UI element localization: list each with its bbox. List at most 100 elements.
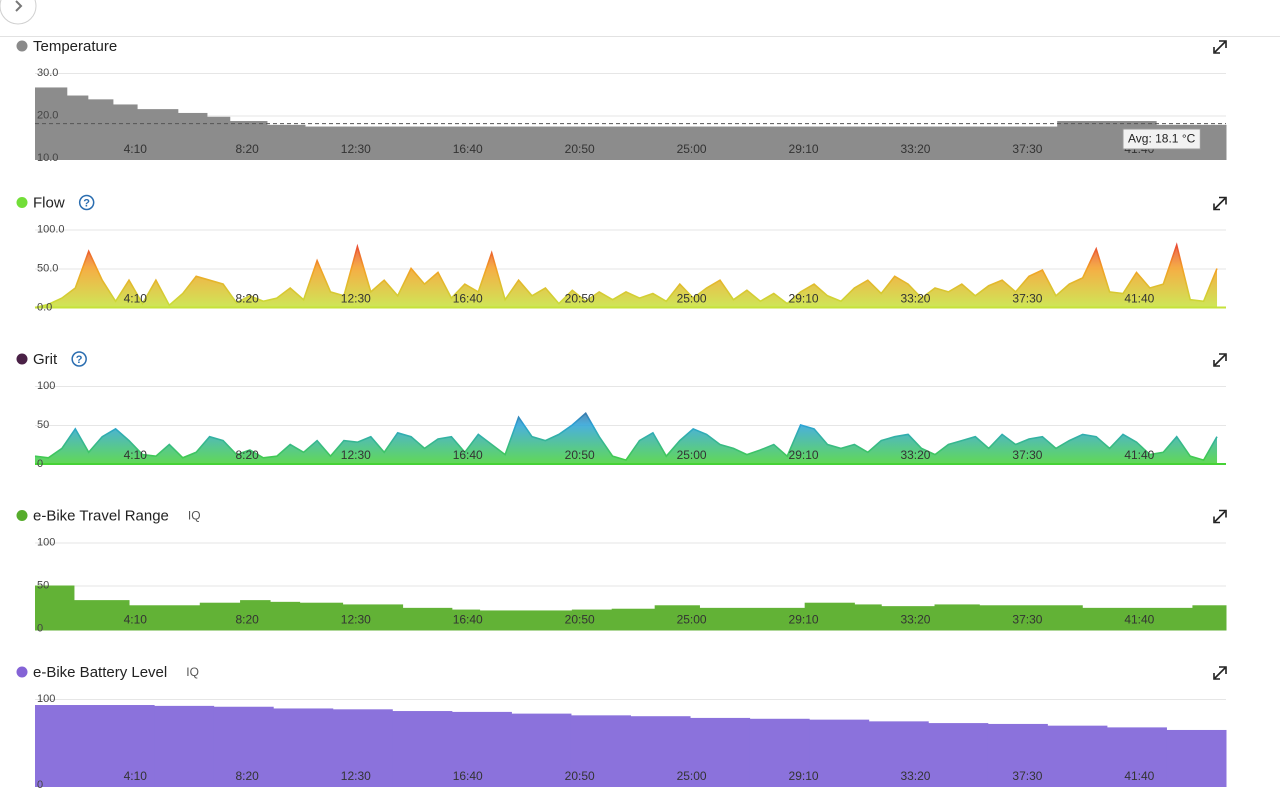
- step-bar: [479, 610, 573, 631]
- chart-title: e-Bike Travel Range: [33, 507, 169, 524]
- x-tick-label: 20:50: [565, 448, 595, 462]
- chart-title: e-Bike Battery Level: [33, 664, 167, 681]
- chart-title: Grit: [33, 351, 58, 368]
- step-bar: [451, 711, 512, 787]
- step-bar: [881, 606, 936, 631]
- step-bar: [809, 719, 870, 787]
- y-tick-label: 100.0: [37, 223, 65, 235]
- x-tick-label: 29:10: [789, 448, 819, 462]
- x-tick-label: 8:20: [236, 142, 260, 156]
- x-tick-label: 41:40: [1124, 448, 1154, 462]
- step-bar: [699, 607, 806, 631]
- expand-icon: [1213, 509, 1227, 524]
- expand-button[interactable]: [1213, 196, 1227, 211]
- y-tick-label: 20.0: [37, 109, 58, 121]
- step-bar: [177, 112, 208, 160]
- button-circle: [0, 0, 37, 25]
- x-tick-label: 20:50: [565, 769, 595, 783]
- area-fill: [35, 413, 1218, 464]
- step-bar: [1166, 729, 1227, 787]
- x-tick-label: 41:40: [1124, 769, 1154, 783]
- expand-icon: [1213, 666, 1227, 680]
- expand-button[interactable]: [1213, 40, 1227, 54]
- chart-title: Flow: [33, 194, 65, 211]
- step-bar: [854, 604, 882, 631]
- x-tick-label: 37:30: [1012, 448, 1042, 462]
- step-bar: [270, 601, 301, 631]
- expand-icon: [1213, 40, 1227, 54]
- step-bar: [35, 585, 75, 631]
- step-bar: [630, 716, 691, 787]
- iq-badge: IQ: [186, 665, 199, 679]
- help-icon: ?: [76, 354, 83, 366]
- step-bar: [570, 715, 631, 787]
- step-bar: [73, 600, 130, 631]
- x-tick-label: 29:10: [789, 769, 819, 783]
- y-tick-label: 0: [37, 779, 43, 791]
- x-tick-label: 29:10: [789, 613, 819, 627]
- step-bar: [206, 116, 231, 160]
- chart-panel: e-Bike Travel Range IQ 0 50 100 4:10 8:20 12:30…: [16, 507, 1227, 634]
- expand-button[interactable]: [1213, 666, 1227, 680]
- chart-panel: e-Bike Battery Level IQ 0 100 4:10 8:20 12:30 1…: [16, 664, 1227, 791]
- expand-button[interactable]: [1213, 353, 1227, 367]
- x-tick-label: 16:40: [453, 142, 483, 156]
- step-bar: [451, 609, 481, 631]
- help-button[interactable]: ?: [78, 194, 95, 211]
- step-bar: [1082, 607, 1193, 631]
- step-bar: [266, 124, 306, 160]
- help-circle: [78, 194, 95, 211]
- series-line: [34, 242, 1218, 309]
- x-tick-label: 29:10: [789, 292, 819, 306]
- step-bar: [987, 723, 1048, 787]
- x-tick-label: 25:00: [677, 292, 707, 306]
- x-tick-label: 8:20: [236, 292, 260, 306]
- y-tick-label: 100: [37, 536, 55, 548]
- step-bar: [35, 705, 96, 787]
- step-bar: [511, 713, 572, 787]
- iq-badge: IQ: [188, 509, 201, 523]
- x-tick-label: 16:40: [453, 448, 483, 462]
- y-tick-label: 100: [37, 693, 55, 705]
- x-tick-label: 8:20: [236, 769, 260, 783]
- x-tick-label: 37:30: [1012, 769, 1042, 783]
- x-tick-label: 4:10: [124, 142, 148, 156]
- step-bar: [129, 605, 201, 631]
- step-bar: [332, 709, 393, 787]
- chart-panel: Temperature 10.0 20.0 30.0 4:10 8:20 12:30 16:4…: [16, 38, 1227, 164]
- x-tick-label: 25:00: [677, 142, 707, 156]
- help-button[interactable]: ?: [71, 351, 87, 367]
- step-bar: [199, 602, 241, 631]
- step-bar: [112, 104, 138, 160]
- area-fill: [35, 245, 1218, 308]
- y-tick-label: 10.0: [37, 152, 58, 164]
- avg-label: Avg: 18.1 °C: [1128, 132, 1196, 146]
- step-bar: [273, 708, 334, 787]
- x-tick-label: 20:50: [565, 292, 595, 306]
- x-tick-label: 33:20: [900, 292, 930, 306]
- expand-icon: [1213, 196, 1227, 211]
- help-circle: [71, 351, 87, 367]
- expand-button[interactable]: [1213, 509, 1227, 524]
- x-tick-label: 4:10: [124, 448, 148, 462]
- x-tick-label: 4:10: [124, 292, 148, 306]
- x-tick-label: 12:30: [341, 292, 371, 306]
- chart-panel: Flow ? 0.0 50.0 100.0 4:10 8:20 12:30 16:40 20:50…: [16, 194, 1227, 313]
- step-bar: [342, 604, 404, 631]
- step-bar: [229, 121, 268, 160]
- step-bar: [299, 602, 344, 631]
- chart-panel: Grit ? 0 50 100 4:10 8:20 12:30 16:40 20:50 25:00 2…: [16, 351, 1227, 470]
- x-tick-label: 20:50: [565, 613, 595, 627]
- legend-dot: [16, 40, 28, 52]
- y-tick-label: 0: [37, 458, 43, 470]
- step-bar: [928, 723, 989, 787]
- step-bar: [804, 602, 855, 631]
- step-bar: [402, 607, 453, 631]
- x-tick-label: 16:40: [453, 292, 483, 306]
- collapse-button[interactable]: [0, 0, 37, 25]
- legend-dot: [16, 353, 28, 365]
- x-tick-label: 37:30: [1012, 142, 1042, 156]
